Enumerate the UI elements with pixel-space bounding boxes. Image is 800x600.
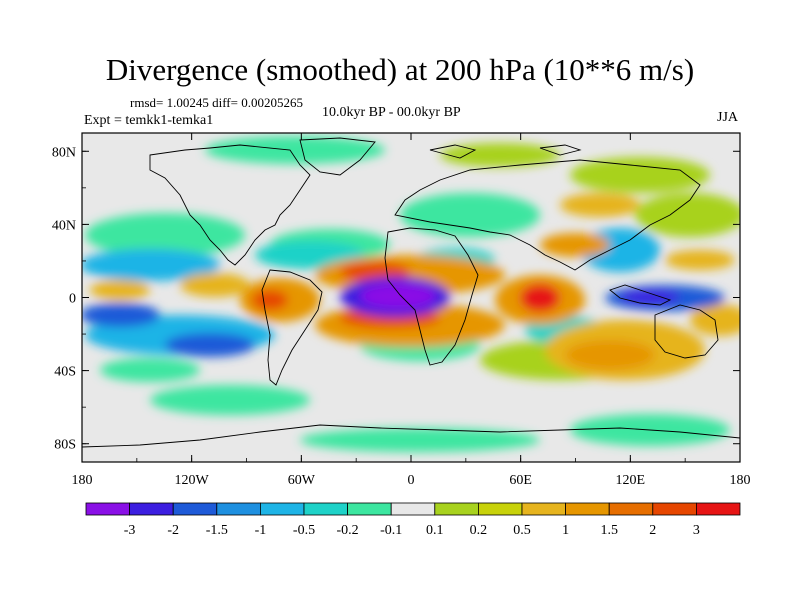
lon-tick-label: 120W	[175, 473, 210, 488]
coastline-indonesia	[609, 284, 672, 306]
colorbar-swatch	[85, 502, 130, 516]
colorbar-swatch	[216, 502, 261, 516]
colorbar-label: 1.5	[600, 523, 618, 538]
colorbar-label: 3	[693, 523, 700, 538]
coastline-south-america	[261, 269, 323, 386]
colorbar-label: -0.5	[293, 523, 315, 538]
colorbar-label: 0.5	[513, 523, 531, 538]
colorbar-label: 1	[562, 523, 569, 538]
colorbar-swatch	[390, 502, 436, 516]
lat-tick-label: 80N	[52, 145, 76, 160]
colorbar-swatch	[259, 502, 305, 516]
colorbar-label: 0.1	[426, 523, 444, 538]
lat-tick-label: 40S	[54, 365, 76, 380]
colorbar-label: -1	[255, 523, 267, 538]
lon-tick-label: 60W	[288, 473, 316, 488]
colorbar: -3 -2 -1.5 -1 -0.5 -0.2 -0.1 0.1 0.2 0.5 1 1.5 2 3	[85, 502, 741, 538]
coastline-north-america	[149, 144, 311, 266]
period-label: 10.0kyr BP - 00.0kyr BP	[322, 105, 461, 120]
colorbar-label: -0.2	[337, 523, 359, 538]
anomaly-blob	[690, 304, 740, 336]
colorbar-swatch	[696, 502, 741, 516]
coastlines	[82, 137, 740, 448]
colorbar-swatch	[129, 502, 174, 516]
anomaly-blob	[85, 213, 245, 257]
anomaly-blob	[340, 262, 410, 282]
lon-tick-label: 60E	[509, 473, 532, 488]
colorbar-label: 2	[649, 523, 656, 538]
anomaly-blob	[255, 241, 365, 269]
lat-tick-label: 80S	[54, 438, 76, 453]
coastline-australia	[654, 304, 719, 359]
lon-tick-label: 180	[730, 473, 751, 488]
coastline-arctic-islands	[429, 144, 582, 159]
season-label: JJA	[717, 110, 739, 125]
anomaly-blob	[100, 358, 200, 382]
anomaly-blob	[360, 283, 436, 309]
anomaly-blob	[665, 250, 735, 270]
colorbar-swatch	[565, 502, 610, 516]
anomaly-blob	[540, 233, 610, 257]
anomaly-blob	[620, 290, 680, 304]
colorbar-swatch	[608, 502, 654, 516]
anomaly-blob	[560, 193, 640, 217]
anomaly-blob	[570, 157, 710, 193]
colorbar-label: 0.2	[470, 523, 488, 538]
anomaly-blob	[180, 273, 250, 297]
longitude-axis: 180 120W 60W 0 60E 120E 180	[72, 133, 751, 488]
colorbar-swatch	[347, 502, 392, 516]
anomaly-blob	[520, 284, 560, 312]
anomaly-blob	[400, 193, 540, 237]
anomaly-blob	[252, 290, 288, 310]
anomaly-blob	[82, 303, 160, 327]
anomaly-blob	[90, 280, 150, 300]
colorbar-swatch	[303, 502, 348, 516]
colorbar-swatch	[172, 502, 218, 516]
lon-tick-label: 180	[72, 473, 93, 488]
colorbar-label: -3	[124, 523, 136, 538]
anomaly-blob	[82, 249, 220, 281]
colorbar-label: -2	[167, 523, 179, 538]
experiment-label: Expt = temkk1-temka1	[84, 113, 214, 128]
colorbar-label: -1.5	[206, 523, 228, 538]
rmsd-diff-stats: rmsd= 1.00245 diff= 0.00205265	[130, 95, 303, 110]
anomaly-blob	[150, 385, 310, 415]
anomaly-blob	[300, 428, 540, 452]
lat-tick-label: 40N	[52, 218, 76, 233]
colorbar-swatch	[521, 502, 566, 516]
colorbar-swatch	[477, 502, 523, 516]
chart-title: Divergence (smoothed) at 200 hPa (10**6 …	[105, 52, 695, 87]
anomaly-blob	[165, 333, 255, 357]
latitude-axis: 80N 40N 0 40S 80S	[52, 145, 740, 453]
coastline-africa	[384, 227, 479, 366]
coastline-greenland	[299, 137, 376, 176]
lon-tick-label: 120E	[616, 473, 646, 488]
anomaly-blob	[565, 340, 655, 370]
colorbar-swatch	[652, 502, 697, 516]
colorbar-label: -0.1	[380, 523, 402, 538]
coastline-antarctica	[82, 424, 740, 448]
lon-tick-label: 0	[408, 473, 415, 488]
colorbar-swatch	[434, 502, 479, 516]
anomaly-blob	[205, 136, 385, 164]
lat-tick-label: 0	[69, 292, 76, 307]
coastline-europe-asia	[394, 159, 701, 271]
anomaly-blob	[635, 193, 740, 237]
